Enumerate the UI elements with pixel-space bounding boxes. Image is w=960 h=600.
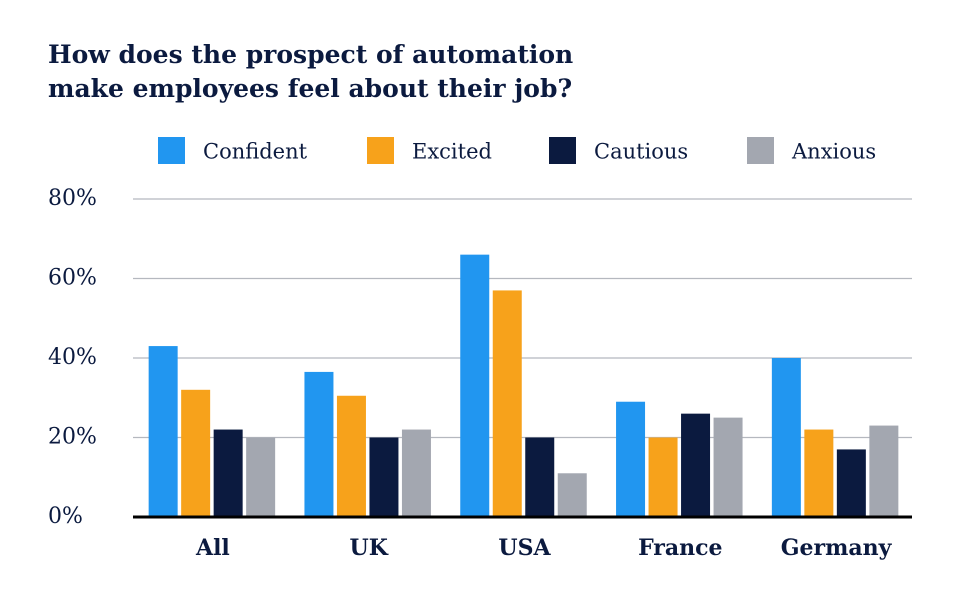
- bar: [401, 429, 431, 517]
- bar: [181, 389, 211, 517]
- legend-swatch: [747, 137, 774, 164]
- y-tick-label: 80%: [48, 186, 97, 211]
- legend-swatch: [367, 137, 394, 164]
- bar: [616, 401, 646, 517]
- x-tick-label: Germany: [781, 535, 893, 561]
- bar: [869, 425, 899, 517]
- bar: [148, 346, 178, 517]
- bar: [213, 429, 243, 517]
- bar: [648, 437, 678, 517]
- y-tick-label: 0%: [48, 504, 83, 529]
- bar: [246, 437, 276, 517]
- x-tick-label: France: [638, 535, 722, 561]
- bar: [681, 413, 711, 517]
- bar: [836, 449, 866, 517]
- legend-label: Anxious: [791, 140, 876, 164]
- y-tick-label: 40%: [48, 345, 97, 370]
- x-tick-label: All: [195, 535, 230, 561]
- bar: [336, 395, 366, 517]
- bar: [713, 417, 743, 517]
- bar: [492, 290, 522, 517]
- bar: [369, 437, 399, 517]
- legend-swatch: [549, 137, 576, 164]
- bar: [771, 358, 801, 517]
- bar: [525, 437, 555, 517]
- legend-label: Cautious: [594, 140, 688, 164]
- bar: [460, 254, 490, 517]
- legend-label: Excited: [412, 140, 492, 164]
- x-tick-label: UK: [350, 535, 389, 561]
- bar: [804, 429, 834, 517]
- chart-title: How does the prospect of automation make …: [48, 40, 573, 103]
- bar: [557, 473, 587, 517]
- x-tick-label: USA: [498, 535, 551, 561]
- y-tick-label: 60%: [48, 266, 97, 291]
- legend-label: Confident: [203, 140, 308, 164]
- legend-swatch: [158, 137, 185, 164]
- bar: [304, 371, 334, 517]
- y-tick-label: 20%: [48, 425, 97, 450]
